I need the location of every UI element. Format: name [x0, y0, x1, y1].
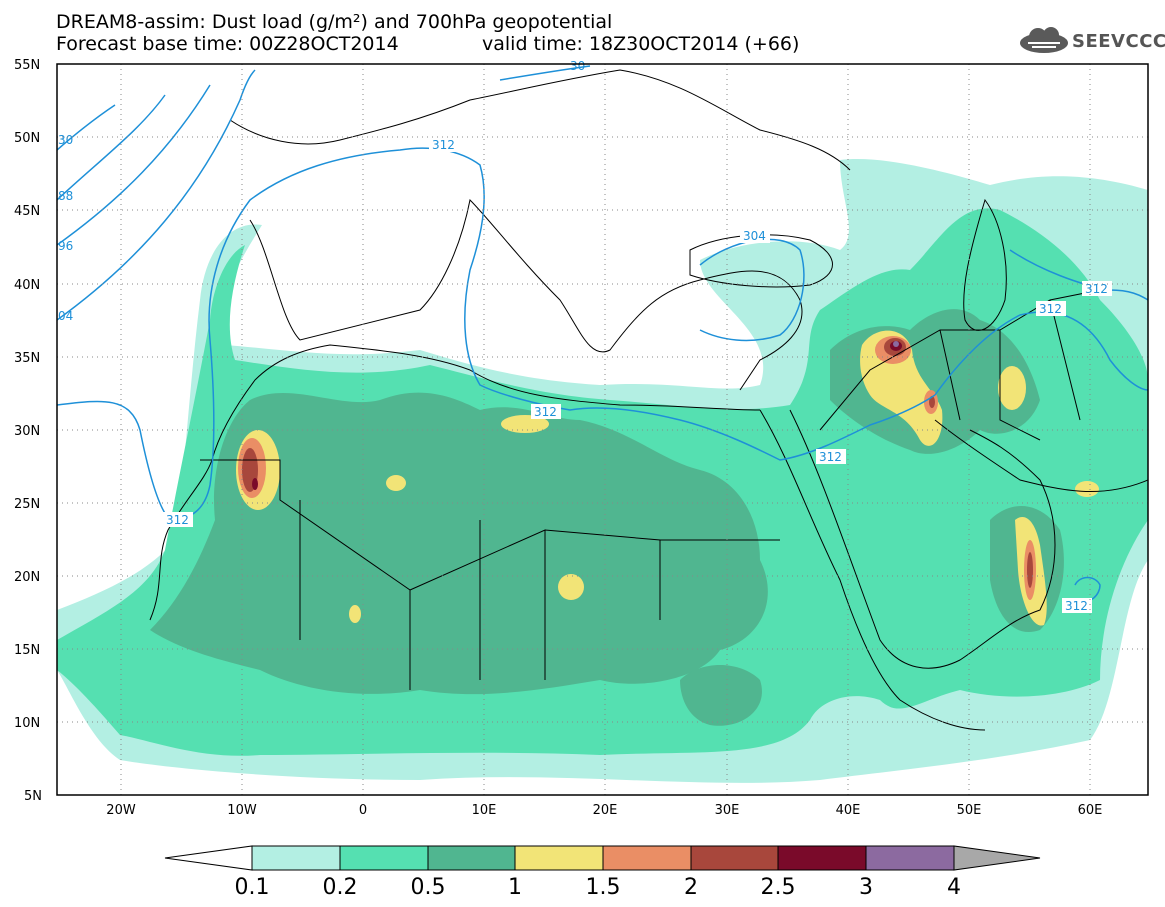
contour-label: 304 [743, 229, 766, 243]
map-frame [56, 63, 1149, 796]
dust-layer-1-c [386, 475, 406, 491]
contour-westerly-4 [57, 69, 256, 321]
dust-layer-2.5-b [252, 478, 258, 490]
contour-label: 312 [166, 513, 189, 527]
lat-label: 15N [14, 643, 40, 658]
colorbar-label: 0.1 [235, 875, 270, 900]
lat-label: 35N [14, 351, 40, 366]
lon-label: 50E [957, 803, 982, 818]
dust-layer-0.5 [150, 392, 768, 695]
coastline-arabia [789, 409, 1056, 669]
forecast-base-time: Forecast base time: 00Z28OCT2014 [56, 33, 399, 55]
contour-westerly-2 [57, 94, 166, 201]
colorbar-segment [777, 845, 867, 871]
graticule [57, 64, 1148, 795]
lat-label: 45N [14, 204, 40, 219]
contour-label: 312 [1039, 302, 1062, 316]
colorbar [164, 845, 1041, 871]
logo-text: SEEVCCC [1072, 31, 1165, 52]
contour-label: 312 [1065, 599, 1088, 613]
contour-label: 312 [432, 138, 455, 152]
colorbar-min-arrow [164, 845, 253, 871]
colorbar-max-arrow [953, 845, 1041, 871]
dust-layer-2-c [929, 396, 935, 408]
contour-westerly-3 [57, 84, 211, 246]
lat-label: 20N [14, 570, 40, 585]
coastline-europe-north [229, 69, 851, 171]
colorbar-label: 0.5 [411, 875, 446, 900]
valid-time: valid time: 18Z30OCT2014 (+66) [482, 33, 800, 55]
colorbar-segment [865, 845, 955, 871]
lat-label: 10N [14, 716, 40, 731]
dust-layer-2-d [1027, 552, 1033, 588]
coastline-africa-west [149, 344, 761, 621]
lat-label: 25N [14, 497, 40, 512]
colorbar-labels: 0.1 0.2 0.5 1 1.5 2 2.5 3 4 [235, 875, 962, 900]
coastline-red-sea [759, 409, 986, 731]
coastlines [149, 69, 1148, 731]
colorbar-label: 2.5 [761, 875, 796, 900]
seevccc-logo [1020, 27, 1068, 53]
dust-layer-1-d [558, 574, 584, 600]
dust-layer-3 [893, 341, 899, 347]
dust-layer-1-b [501, 415, 549, 433]
colorbar-segment [690, 845, 779, 871]
lat-label: 50N [14, 131, 40, 146]
colorbar-segment [339, 845, 429, 871]
colorbar-label: 1.5 [586, 875, 621, 900]
contour-label: 312 [534, 405, 557, 419]
lat-label: 5N [24, 789, 42, 804]
lat-label: 30N [14, 424, 40, 439]
contour-label: 30 [570, 59, 585, 73]
lon-label: 10W [227, 803, 257, 818]
lon-label: 10E [472, 803, 497, 818]
lat-label: 55N [14, 58, 40, 73]
contour-label: 88 [58, 189, 73, 203]
lon-label: 60E [1078, 803, 1103, 818]
contour-label: 04 [58, 309, 73, 323]
colorbar-label: 0.2 [323, 875, 358, 900]
dust-layer-0.5-d [680, 665, 762, 726]
colorbar-label: 1 [508, 875, 522, 900]
lon-label: 20W [106, 803, 136, 818]
colorbar-segment [514, 845, 604, 871]
contour-label: 96 [58, 239, 73, 253]
dust-layer-1-f [998, 366, 1026, 410]
colorbar-label: 3 [859, 875, 873, 900]
cloud-icon [1020, 27, 1068, 53]
lat-label: 40N [14, 278, 40, 293]
colorbar-label: 2 [684, 875, 698, 900]
colorbar-label: 4 [947, 875, 961, 900]
lon-label: 40E [836, 803, 861, 818]
country-borders-africa [200, 459, 780, 690]
lon-label: 30E [715, 803, 740, 818]
dust-layer-1-g [1075, 481, 1099, 497]
contour-labels: 312 304 312 312 312 312 312 312 30 88 96… [58, 59, 1112, 613]
colorbar-segment [251, 845, 341, 871]
contour-label: 312 [1085, 282, 1108, 296]
contour-label: 312 [819, 450, 842, 464]
contour-label: 30 [58, 133, 73, 147]
dust-layer-1-e [349, 605, 361, 623]
colorbar-segment [602, 845, 692, 871]
lon-label: 0 [359, 803, 367, 818]
longitude-labels: 20W 10W 0 10E 20E 30E 40E 50E 60E [106, 803, 1102, 818]
coastline-europe [249, 198, 803, 391]
contour-westerly-1 [57, 104, 116, 151]
lon-label: 20E [593, 803, 618, 818]
colorbar-segment [427, 845, 516, 871]
coastline-persian-gulf [934, 419, 1148, 493]
contour-312-west [57, 147, 936, 521]
contour-north-europe [499, 65, 591, 81]
map-title: DREAM8-assim: Dust load (g/m²) and 700hP… [56, 11, 613, 33]
latitude-labels: 55N 50N 45N 40N 35N 30N 25N 20N 15N 10N … [14, 58, 42, 804]
